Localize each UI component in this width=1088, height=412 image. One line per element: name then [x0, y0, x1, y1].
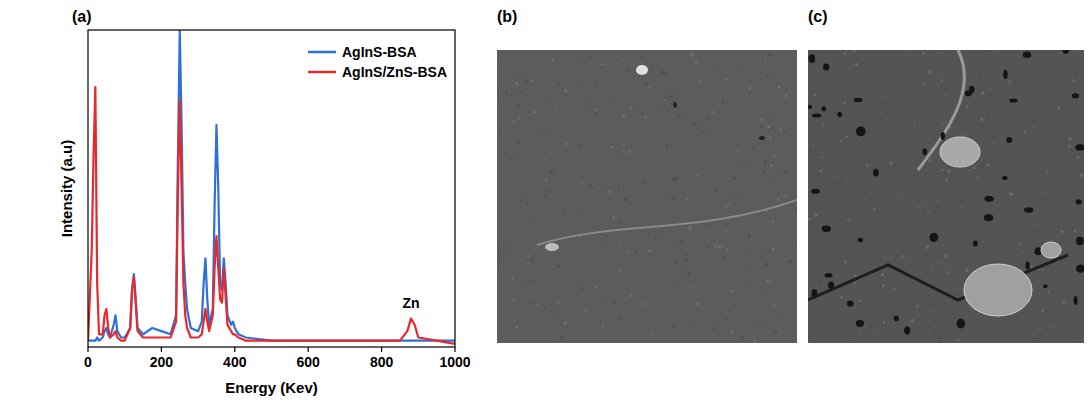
spectrum-line [88, 87, 455, 344]
spectrum-line [88, 30, 455, 341]
panel-label: (c) [808, 8, 828, 25]
x-tick [234, 347, 235, 352]
plot-frame [88, 30, 455, 347]
sem-image [808, 50, 1084, 343]
legend-label: AgInS-BSA [342, 44, 417, 60]
panel-label: (b) [497, 8, 517, 25]
x-tick-label: 200 [150, 354, 174, 370]
legend-swatch [308, 71, 336, 74]
x-tick [454, 347, 455, 352]
panel-label: (a) [72, 8, 92, 25]
x-tick-label: 1000 [439, 354, 470, 370]
figure: (a) (b) (c) 0 200 400 600 800 1000 Energy (Kev) In… [0, 0, 1088, 412]
x-tick [308, 347, 309, 352]
annotation: Zn [402, 295, 419, 311]
legend-label: AgInS/ZnS-BSA [342, 64, 447, 80]
x-tick [381, 347, 382, 352]
legend: AgInS-BSA AgInS/ZnS-BSA [308, 44, 447, 80]
y-axis-title: Intensity (a.u) [58, 140, 75, 238]
series-group [88, 30, 455, 344]
x-axis-title: Energy (Kev) [225, 379, 318, 396]
sem-image [497, 50, 797, 343]
x-tick [161, 347, 162, 352]
x-tick [87, 347, 88, 352]
x-tick-label: 0 [84, 354, 92, 370]
x-tick-label: 600 [297, 354, 321, 370]
legend-swatch [308, 51, 336, 54]
x-tick-label: 800 [370, 354, 394, 370]
x-tick-label: 400 [223, 354, 247, 370]
